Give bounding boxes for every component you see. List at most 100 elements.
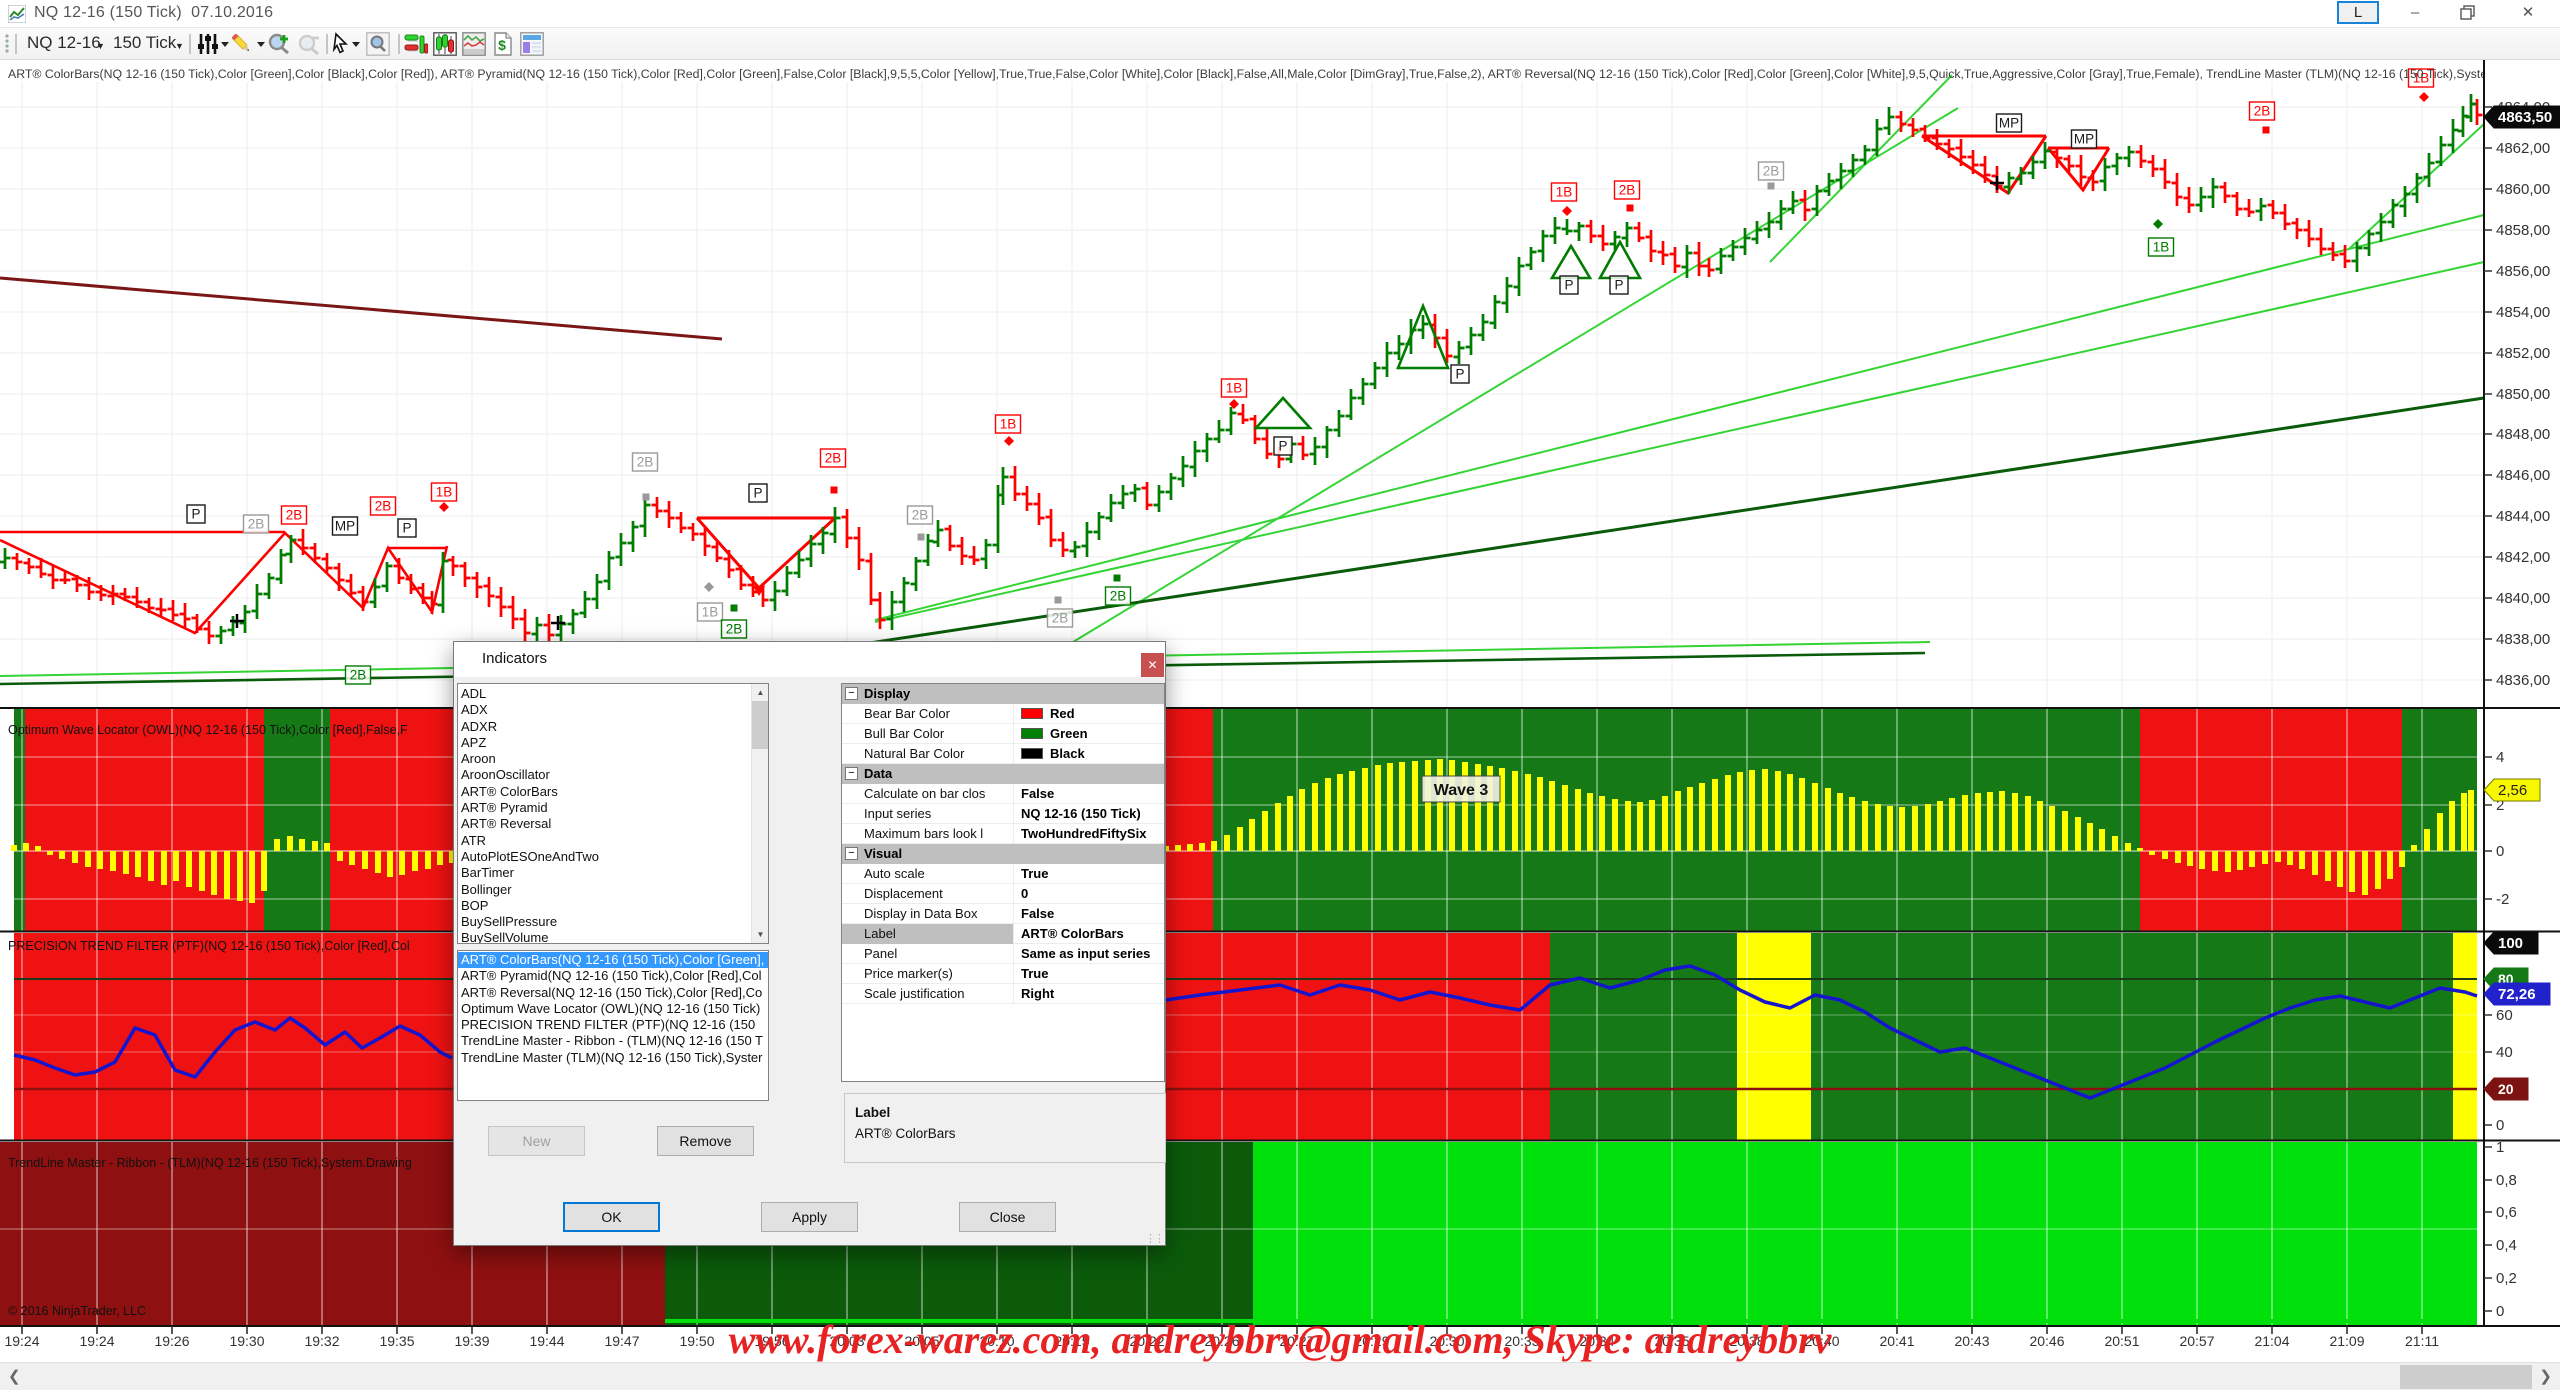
- svg-text:0,8: 0,8: [2496, 1172, 2517, 1189]
- svg-text:4863,50: 4863,50: [2498, 109, 2552, 126]
- svg-text:4852,00: 4852,00: [2496, 345, 2550, 362]
- svg-text:MP: MP: [335, 519, 355, 534]
- svg-text:20:26: 20:26: [1204, 1333, 1239, 1349]
- svg-text:2B: 2B: [1110, 589, 1127, 604]
- svg-text:20:34: 20:34: [1579, 1333, 1614, 1349]
- svg-text:2B: 2B: [726, 622, 743, 637]
- svg-text:PRECISION TREND FILTER (PTF)(N: PRECISION TREND FILTER (PTF)(NQ 12-16 (1…: [8, 939, 410, 953]
- svg-text:2B: 2B: [825, 451, 842, 466]
- svg-text:19:56: 19:56: [754, 1333, 789, 1349]
- svg-text:19:30: 19:30: [229, 1333, 264, 1349]
- svg-text:21:04: 21:04: [2254, 1333, 2289, 1349]
- svg-text:P: P: [402, 521, 411, 536]
- svg-text:P: P: [753, 486, 762, 501]
- svg-text:1B: 1B: [702, 605, 719, 620]
- svg-text:© 2016 NinjaTrader, LLC: © 2016 NinjaTrader, LLC: [8, 1304, 146, 1318]
- svg-text:20:51: 20:51: [2104, 1333, 2139, 1349]
- svg-text:4862,00: 4862,00: [2496, 140, 2550, 157]
- svg-text:P: P: [1278, 439, 1287, 454]
- svg-text:2B: 2B: [1763, 164, 1780, 179]
- svg-text:19:32: 19:32: [304, 1333, 339, 1349]
- svg-text:2B: 2B: [350, 668, 367, 683]
- svg-text:4848,00: 4848,00: [2496, 426, 2550, 443]
- svg-text:20:15: 20:15: [1054, 1333, 1089, 1349]
- svg-text:19:44: 19:44: [529, 1333, 564, 1349]
- svg-text:1: 1: [2496, 1139, 2504, 1156]
- svg-text:2B: 2B: [912, 508, 929, 523]
- svg-text:-2: -2: [2496, 891, 2509, 908]
- svg-text:19:35: 19:35: [379, 1333, 414, 1349]
- svg-text:1B: 1B: [2413, 71, 2430, 86]
- svg-text:19:24: 19:24: [79, 1333, 114, 1349]
- svg-text:20:05: 20:05: [904, 1333, 939, 1349]
- svg-text:4842,00: 4842,00: [2496, 549, 2550, 566]
- svg-text:4860,00: 4860,00: [2496, 181, 2550, 198]
- svg-text:20:22: 20:22: [1129, 1333, 1164, 1349]
- svg-text:19:39: 19:39: [454, 1333, 489, 1349]
- svg-text:1B: 1B: [436, 485, 453, 500]
- svg-text:$: $: [498, 37, 506, 53]
- svg-text:0: 0: [2496, 1117, 2504, 1134]
- svg-text:Wave 3: Wave 3: [1434, 782, 1489, 799]
- svg-text:MP: MP: [2074, 132, 2094, 147]
- svg-text:4: 4: [2496, 749, 2504, 766]
- svg-text:21:09: 21:09: [2329, 1333, 2364, 1349]
- svg-text:20:03: 20:03: [829, 1333, 864, 1349]
- svg-text:20:40: 20:40: [1804, 1333, 1839, 1349]
- svg-text:1B: 1B: [1226, 381, 1243, 396]
- svg-text:21:11: 21:11: [2405, 1333, 2439, 1349]
- svg-text:20:29: 20:29: [1354, 1333, 1389, 1349]
- svg-text:1B: 1B: [2153, 240, 2170, 255]
- svg-text:2B: 2B: [248, 517, 265, 532]
- svg-text:20:10: 20:10: [979, 1333, 1014, 1349]
- svg-text:4838,00: 4838,00: [2496, 631, 2550, 648]
- svg-text:2B: 2B: [637, 455, 654, 470]
- svg-text:20:43: 20:43: [1954, 1333, 1989, 1349]
- svg-text:20:41: 20:41: [1879, 1333, 1914, 1349]
- svg-text:20:35: 20:35: [1654, 1333, 1689, 1349]
- svg-text:72,26: 72,26: [2498, 986, 2536, 1003]
- svg-text:1B: 1B: [1556, 185, 1573, 200]
- svg-text:2,56: 2,56: [2498, 782, 2527, 799]
- svg-text:2: 2: [2496, 797, 2504, 814]
- svg-text:4858,00: 4858,00: [2496, 222, 2550, 239]
- svg-text:20:30: 20:30: [1429, 1333, 1464, 1349]
- svg-text:0,6: 0,6: [2496, 1204, 2517, 1221]
- svg-text:4854,00: 4854,00: [2496, 304, 2550, 321]
- svg-text:19:26: 19:26: [154, 1333, 189, 1349]
- svg-text:19:24: 19:24: [4, 1333, 39, 1349]
- svg-text:20: 20: [2498, 1081, 2514, 1097]
- svg-text:ART® ColorBars(NQ 12-16 (150 T: ART® ColorBars(NQ 12-16 (150 Tick),Color…: [8, 67, 2560, 81]
- svg-text:20:46: 20:46: [2029, 1333, 2064, 1349]
- svg-text:Optimum Wave Locator (OWL)(NQ: Optimum Wave Locator (OWL)(NQ 12-16 (150…: [8, 723, 408, 737]
- svg-text:20:27: 20:27: [1279, 1333, 1314, 1349]
- svg-text:19:47: 19:47: [604, 1333, 639, 1349]
- svg-text:4846,00: 4846,00: [2496, 467, 2550, 484]
- svg-text:19:50: 19:50: [679, 1333, 714, 1349]
- svg-text:4856,00: 4856,00: [2496, 263, 2550, 280]
- svg-text:P: P: [1614, 278, 1623, 293]
- svg-text:100: 100: [2498, 935, 2523, 952]
- svg-text:2B: 2B: [2254, 104, 2271, 119]
- svg-text:4850,00: 4850,00: [2496, 386, 2550, 403]
- svg-text:20:57: 20:57: [2179, 1333, 2214, 1349]
- svg-text:P: P: [1455, 367, 1464, 382]
- svg-text:MP: MP: [1999, 116, 2019, 131]
- svg-text:TrendLine Master - Ribbon - (T: TrendLine Master - Ribbon - (TLM)(NQ 12-…: [8, 1156, 412, 1170]
- svg-text:P: P: [191, 507, 200, 522]
- svg-text:1B: 1B: [1000, 417, 1017, 432]
- svg-text:0: 0: [2496, 843, 2504, 860]
- svg-text:4840,00: 4840,00: [2496, 590, 2550, 607]
- svg-text:2B: 2B: [286, 508, 303, 523]
- svg-text:4836,00: 4836,00: [2496, 672, 2550, 689]
- svg-text:0,4: 0,4: [2496, 1237, 2517, 1254]
- svg-text:0,2: 0,2: [2496, 1270, 2517, 1287]
- svg-text:20:33: 20:33: [1504, 1333, 1539, 1349]
- svg-text:60: 60: [2496, 1007, 2513, 1024]
- svg-text:0: 0: [2496, 1303, 2504, 1320]
- svg-text:2B: 2B: [1619, 183, 1636, 198]
- svg-text:40: 40: [2496, 1044, 2513, 1061]
- svg-text:2B: 2B: [375, 499, 392, 514]
- svg-text:20:38: 20:38: [1729, 1333, 1764, 1349]
- svg-text:4844,00: 4844,00: [2496, 508, 2550, 525]
